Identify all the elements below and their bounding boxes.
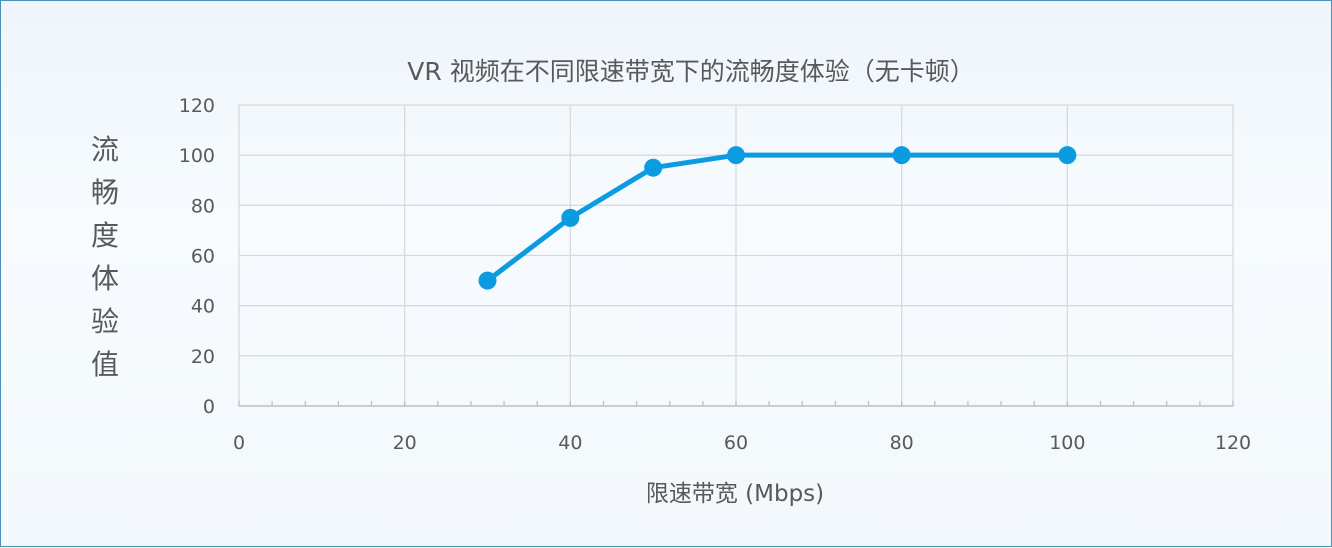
y-axis-label-char: 流 bbox=[91, 133, 119, 166]
series-line bbox=[485, 152, 1070, 284]
y-axis-label-char: 度 bbox=[91, 219, 119, 252]
chart-title: VR 视频在不同限速带宽下的流畅度体验（无卡顿） bbox=[407, 57, 974, 86]
y-tick-label: 20 bbox=[191, 346, 215, 368]
x-tick-label: 80 bbox=[890, 432, 914, 454]
data-point bbox=[727, 146, 745, 165]
axes bbox=[238, 401, 1234, 407]
data-point bbox=[478, 271, 497, 290]
y-tick-label: 120 bbox=[179, 95, 215, 117]
y-tick-label: 60 bbox=[191, 246, 215, 268]
data-point bbox=[561, 208, 580, 227]
x-tick-label: 60 bbox=[724, 432, 748, 454]
x-tick-label: 40 bbox=[558, 432, 582, 454]
data-point bbox=[1058, 146, 1077, 165]
data-point bbox=[892, 146, 911, 165]
y-tick-labels: 0 20 40 60 80 100 120 bbox=[179, 95, 215, 418]
x-tick-label: 0 bbox=[233, 432, 245, 454]
y-axis-label-char: 值 bbox=[91, 348, 119, 381]
data-point bbox=[644, 158, 663, 177]
y-tick-label: 40 bbox=[191, 296, 215, 318]
x-tick-labels: 0 20 40 60 80 100 120 bbox=[233, 432, 1251, 454]
y-axis-label-char: 畅 bbox=[91, 176, 119, 209]
y-tick-label: 0 bbox=[203, 396, 215, 418]
series-layer bbox=[478, 146, 1077, 290]
y-tick-label: 80 bbox=[191, 195, 215, 217]
x-tick-label: 100 bbox=[1049, 432, 1085, 454]
y-axis-label-char: 验 bbox=[91, 305, 119, 338]
x-axis-label: 限速带宽 (Mbps) bbox=[646, 481, 824, 507]
x-tick-label: 120 bbox=[1215, 432, 1251, 454]
y-tick-label: 100 bbox=[179, 145, 215, 167]
y-axis-label-char: 体 bbox=[91, 262, 119, 295]
x-tick-label: 20 bbox=[393, 432, 417, 454]
